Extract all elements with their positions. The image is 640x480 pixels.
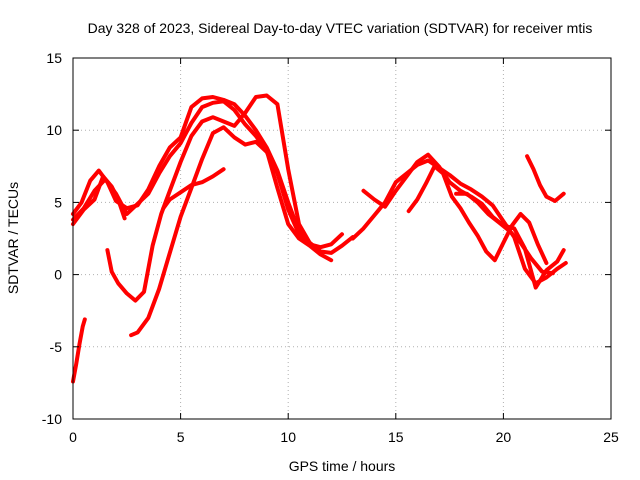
y-tick-label: 10 — [46, 122, 62, 138]
y-tick-label: -10 — [42, 411, 62, 427]
chart-title: Day 328 of 2023, Sidereal Day-to-day VTE… — [88, 20, 593, 36]
series-arc-4 — [71, 99, 334, 263]
x-tick-label: 5 — [177, 429, 185, 445]
y-tick-label: -5 — [50, 339, 63, 355]
x-tick-label: 0 — [69, 429, 77, 445]
y-axis-label: SDTVAR / TECUs — [5, 182, 21, 294]
series-arc-10 — [406, 164, 549, 265]
axis-ticks: 0 5 10 15 20 25 -10 -5 0 5 10 15 — [42, 50, 619, 445]
series-arc-7 — [161, 167, 226, 211]
series-arc-11 — [454, 191, 555, 276]
x-axis-label: GPS time / hours — [289, 458, 396, 474]
plot-frame — [72, 57, 612, 420]
y-tick-label: 15 — [46, 50, 62, 66]
y-tick-label: 5 — [54, 194, 62, 210]
series-arc-1 — [71, 317, 87, 384]
y-tick-label: 0 — [54, 267, 62, 283]
x-tick-label: 25 — [603, 429, 619, 445]
x-tick-label: 15 — [388, 429, 404, 445]
series-arc-6 — [129, 125, 344, 338]
series-group — [71, 93, 568, 384]
series-arc-5 — [105, 93, 323, 303]
x-tick-label: 10 — [280, 429, 296, 445]
series-arc-12 — [525, 154, 566, 203]
grid — [73, 58, 611, 419]
series-arc-8 — [350, 158, 568, 286]
x-tick-label: 20 — [496, 429, 512, 445]
